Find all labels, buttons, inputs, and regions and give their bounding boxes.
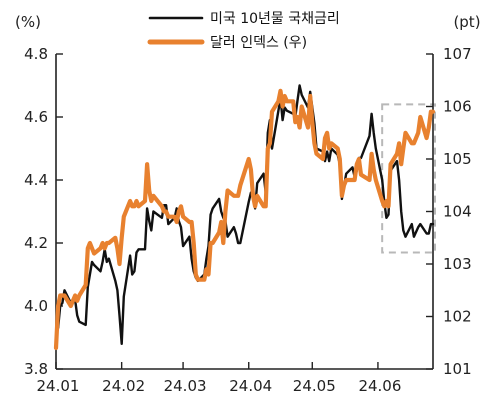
x-tick-label: 24.04 (229, 377, 272, 395)
right-y-tick-label: 105 (443, 150, 472, 168)
right-y-tick-label: 103 (443, 255, 472, 273)
x-tick-label: 24.06 (358, 377, 401, 395)
left-y-tick-label: 4.8 (24, 45, 48, 63)
dollar-index-line (53, 88, 436, 351)
x-tick-label: 24.02 (102, 377, 145, 395)
x-tick-label: 24.01 (37, 377, 80, 395)
right-y-unit-label: (pt) (453, 13, 480, 31)
x-tick-label: 24.03 (164, 377, 207, 395)
right-y-tick-label: 102 (443, 308, 472, 326)
legend-label-yield: 미국 10년물 국채금리 (210, 11, 340, 27)
right-y-tick-label: 104 (443, 203, 472, 221)
right-y-tick-label: 101 (443, 360, 472, 378)
left-y-tick-label: 4.6 (24, 108, 48, 126)
us-10y-yield-line (56, 84, 435, 345)
right-y-tick-label: 107 (443, 45, 472, 63)
x-tick-label: 24.05 (293, 377, 336, 395)
right-y-tick-label: 106 (443, 98, 472, 116)
left-y-tick-label: 4.4 (24, 171, 48, 189)
left-y-tick-label: 3.8 (24, 360, 48, 378)
left-y-tick-label: 4.2 (24, 234, 48, 252)
left-y-tick-label: 4.0 (24, 297, 48, 315)
left-y-unit-label: (%) (15, 13, 41, 31)
legend-label-dollar: 달러 인덱스 (우) (210, 35, 307, 51)
